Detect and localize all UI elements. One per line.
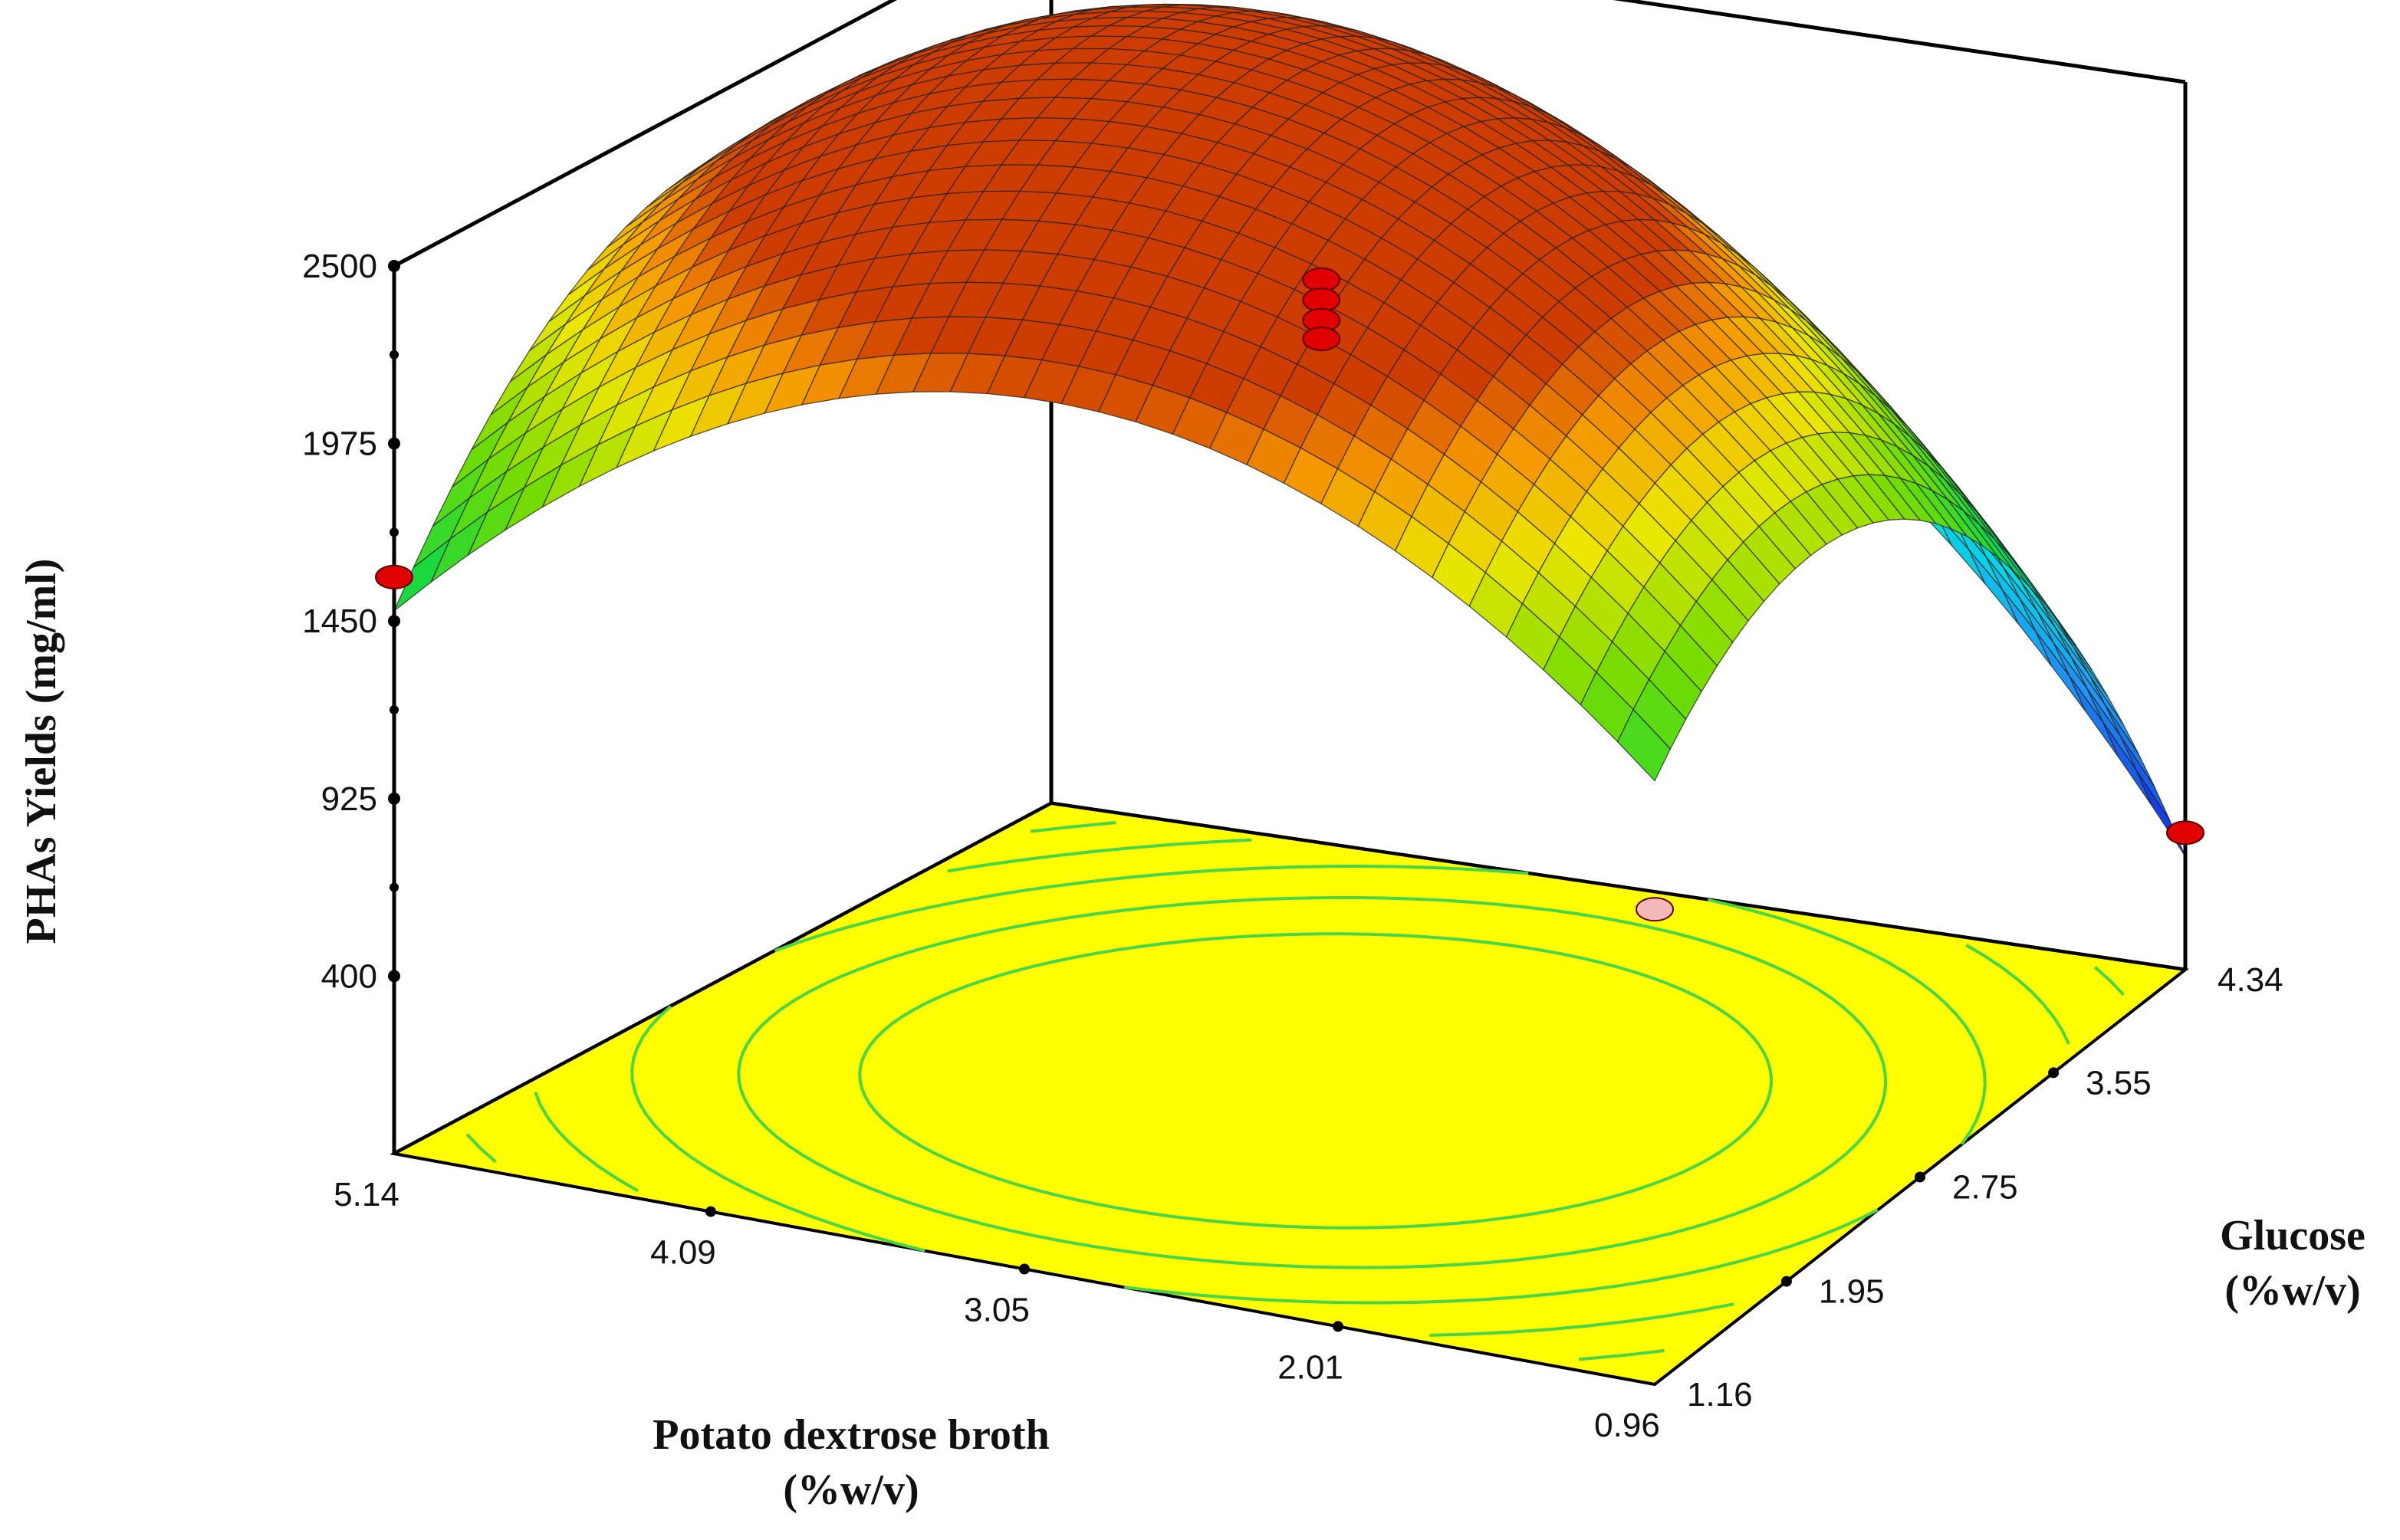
response-surface [393,3,2186,857]
x-tick-mark-2 [705,1206,716,1217]
y-tick-mark-4 [2048,1067,2060,1079]
z-tick-mark-1 [388,970,400,983]
x-axis-title-line2: (%w/v) [783,1466,919,1514]
z-minor-tick-1 [390,882,399,892]
x-tick-mark-4 [1333,1321,1344,1332]
y-tick-label-1: 1.16 [1687,1376,1753,1414]
z-tick-mark-5 [388,260,400,272]
z-minor-tick-2 [390,705,399,714]
z-tick-mark-3 [388,615,400,628]
y-tick-label-4: 3.55 [2086,1064,2152,1102]
z-minor-tick-3 [390,527,399,537]
z-tick-label-1: 400 [321,957,377,995]
y-tick-mark-2 [1780,1276,1792,1287]
contour-line-2 [737,895,1888,1269]
design-points [375,267,2204,922]
surface-cell [2086,688,2137,770]
x-axis-title-line1: Potato dextrose broth [653,1411,1049,1459]
x-tick-label-1: 5.14 [334,1176,399,1213]
frame-edge-top-right [1613,0,2186,84]
floor-fill [389,801,2189,1387]
x-tick-label-4: 2.01 [1277,1348,1343,1386]
z-tick-mark-4 [388,437,400,450]
z-tick-mark-2 [388,792,400,805]
y-axis-title-line2: (%w/v) [2224,1267,2360,1315]
design-point-5 [375,564,413,589]
surface-cell [2119,735,2171,821]
x-tick-label-3: 3.05 [964,1292,1030,1329]
y-tick-label-5: 4.34 [2218,961,2283,999]
z-tick-label-3: 1450 [302,603,377,640]
floor-contours [465,821,2125,1361]
surface-cell [1616,708,1672,782]
floor-plane [389,801,2189,1387]
z-tick-label-2: 925 [321,780,377,818]
x-tick-mark-3 [1019,1263,1030,1275]
y-tick-mark-3 [1915,1171,1925,1183]
contour-line-4 [534,838,2070,1337]
design-point-7 [1636,897,1674,922]
y-tick-label-2: 1.95 [1819,1273,1885,1311]
contour-line-3 [630,864,1987,1305]
z-tick-label-4: 1975 [302,425,377,463]
z-axis-title: PHAs Yields (mg/ml) [18,559,65,944]
contour-line-1 [858,932,1774,1230]
axis-ticks: 400 925 1450 1975 2500 5.14 4.09 3.05 2.01 0.96 1.… [302,248,2283,1444]
z-tick-label-5: 2500 [302,248,377,285]
frame-edge-top-left [393,0,898,268]
contour-line-5 [465,821,2125,1361]
design-point-4 [1302,327,1341,352]
x-tick-label-5: 0.96 [1594,1407,1660,1444]
y-axis-title-line1: Glucose [2220,1212,2365,1259]
x-tick-label-2: 4.09 [650,1234,716,1272]
z-minor-tick-4 [390,350,399,360]
design-point-6 [2166,820,2204,846]
y-tick-label-3: 2.75 [1952,1169,2018,1207]
